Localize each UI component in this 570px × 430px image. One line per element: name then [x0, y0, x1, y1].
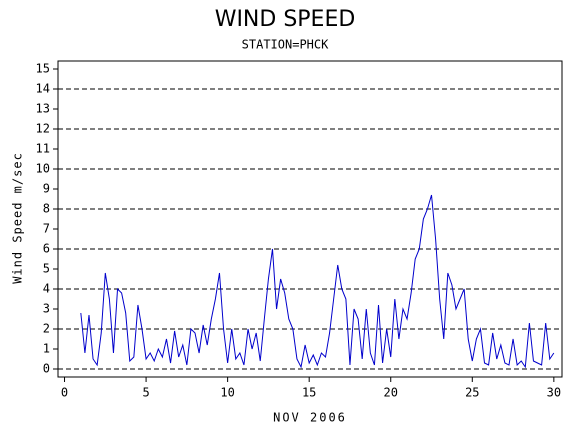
x-tick-label: 5 [142, 386, 149, 400]
y-tick-label: 7 [43, 222, 50, 236]
y-tick-label: 5 [43, 262, 50, 276]
x-tick-label: 10 [220, 386, 234, 400]
y-tick-label: 14 [36, 82, 50, 96]
y-tick-label: 2 [43, 322, 50, 336]
x-axis-label: NOV 2006 [273, 411, 347, 425]
chart-subtitle: STATION=PHCK [242, 38, 329, 52]
y-tick-label: 4 [43, 282, 50, 296]
plot-frame [57, 60, 563, 378]
y-tick-label: 1 [43, 342, 50, 356]
y-tick-label: 6 [43, 242, 50, 256]
chart-title: WIND SPEED [215, 7, 356, 32]
x-tick-label: 30 [547, 386, 561, 400]
x-tick-label: 15 [302, 386, 316, 400]
x-tick-label: 25 [465, 386, 479, 400]
y-tick-label: 3 [43, 302, 50, 316]
y-tick-label: 10 [36, 162, 50, 176]
y-tick-label: 0 [43, 362, 50, 376]
y-tick-label: 12 [36, 122, 50, 136]
y-tick-label: 8 [43, 202, 50, 216]
y-tick-label: 11 [36, 142, 50, 156]
y-axis-label: Wind Speed m/sec [11, 152, 25, 284]
y-tick-label: 9 [43, 182, 50, 196]
y-tick-label: 15 [36, 62, 50, 76]
x-tick-label: 20 [384, 386, 398, 400]
line [80, 194, 555, 369]
y-tick-label: 13 [36, 102, 50, 116]
x-tick-label: 0 [61, 386, 68, 400]
